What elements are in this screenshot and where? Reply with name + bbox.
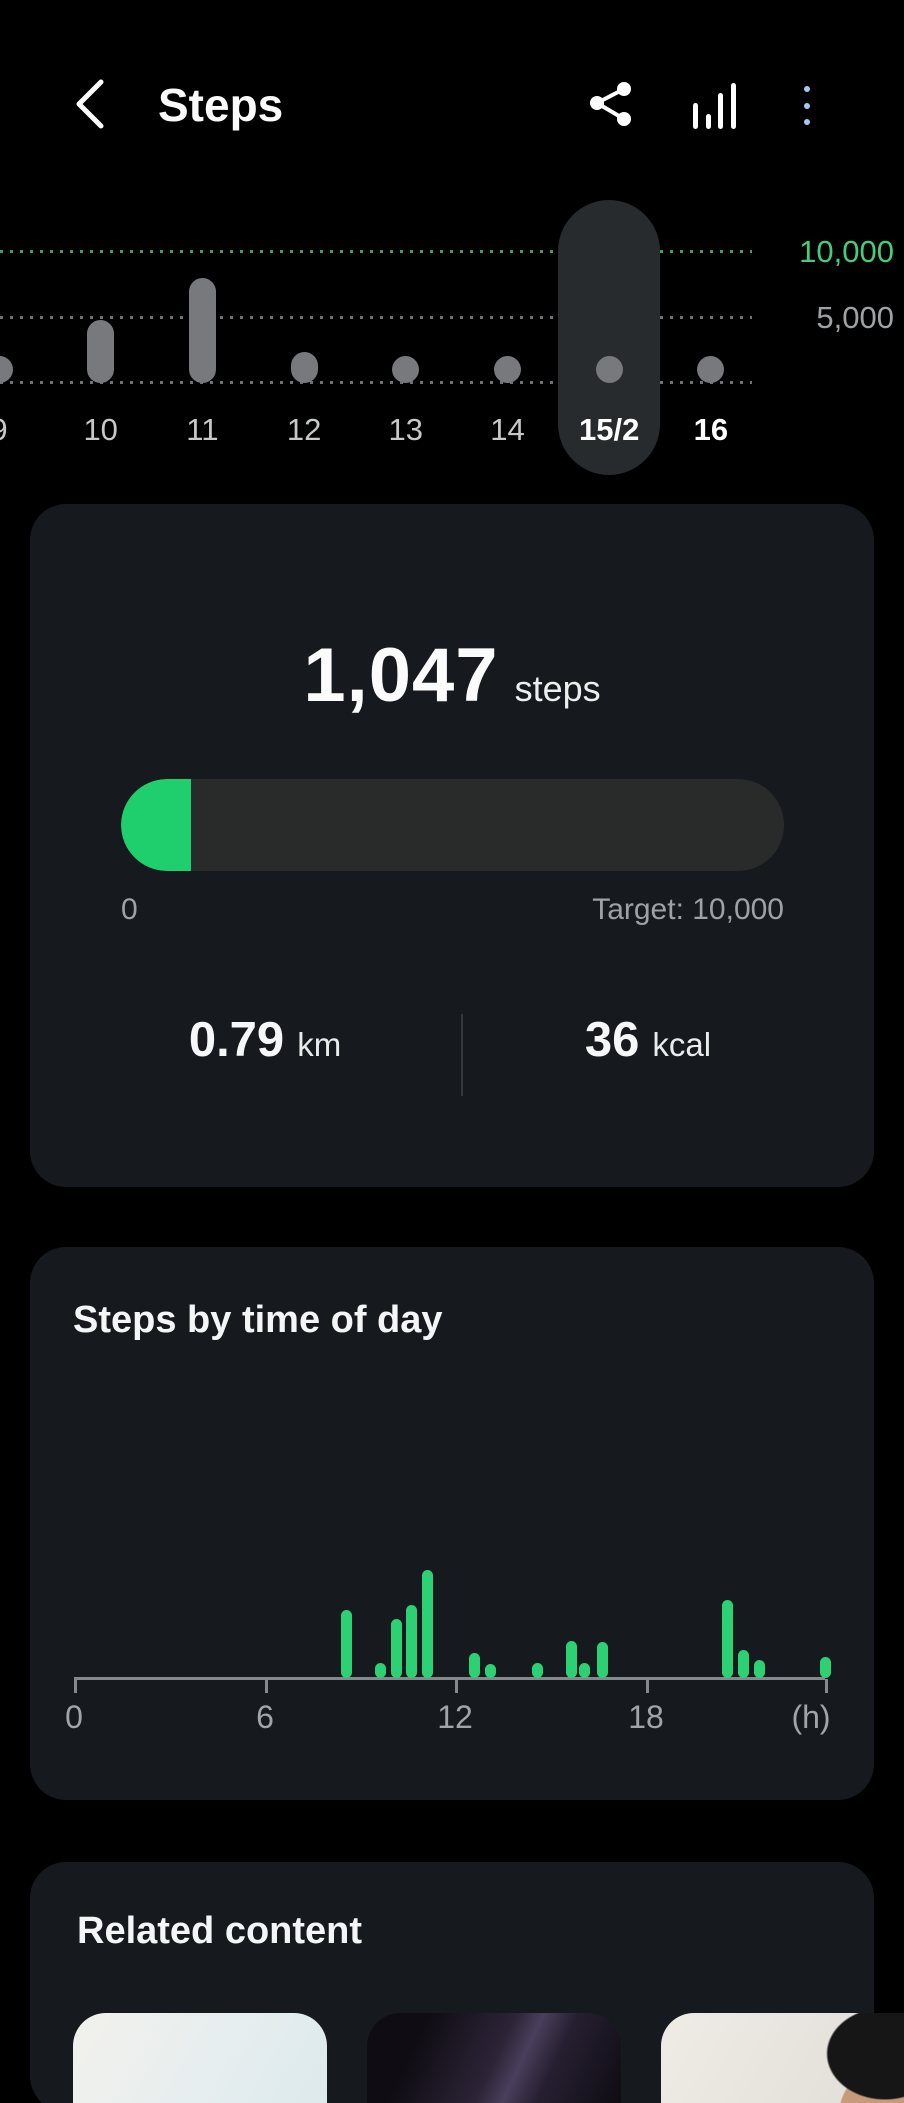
axis-tick [646,1679,649,1693]
hourly-bar [390,1618,402,1678]
hourly-bar [597,1642,609,1678]
gridline-5000 [0,316,752,319]
day-label: 10 [83,412,118,447]
gridline-baseline [0,381,752,384]
x-tick-label: 18 [628,1699,664,1735]
hourly-bar [531,1662,543,1678]
hourly-bar [738,1649,750,1678]
day-bar [392,356,420,383]
more-menu-button[interactable] [784,74,830,134]
day-bar [290,351,318,383]
day-selector-chart[interactable]: 9 10 11 12 13 14 15/2 16 [0,150,904,480]
pale-sky-texture-thumbnail[interactable] [73,2013,327,2103]
calories-value: 36 [584,1013,640,1067]
hourly-chart-title: Steps by time of day [73,1299,443,1341]
day-column-10[interactable]: 10 [50,150,152,480]
day-column-9[interactable]: 9 [0,150,50,480]
share-button[interactable] [578,74,640,134]
day-label: 11 [186,412,219,447]
x-unit-label: (h) [791,1699,831,1735]
hourly-bar [578,1662,590,1678]
steps-progress-fill [121,779,191,871]
steps-value: 1,047 [303,633,499,718]
steps-unit-label: steps [514,668,601,709]
day-bar [87,320,115,383]
calories-unit: kcal [652,1026,712,1063]
selected-day-pill [558,200,661,475]
axis-tick [74,1679,77,1693]
day-bar [697,356,725,383]
hourly-bar [753,1659,765,1678]
day-label: 15/2 [579,412,640,447]
day-label: 14 [490,412,525,447]
man-in-beanie-portrait-thumbnail[interactable] [661,2013,904,2103]
stat-divider [461,1014,463,1096]
related-content-title: Related content [77,1910,363,1952]
back-button[interactable] [64,74,124,134]
day-bar [595,356,623,383]
day-bar [188,278,216,383]
y-axis-label-mid: 5,000 [816,300,894,335]
day-label: 13 [388,412,424,447]
day-column-16[interactable]: 16 [660,150,762,480]
distance-stat: 0.79 km [115,1012,415,1098]
x-tick-label: 12 [437,1699,473,1735]
day-column-11[interactable]: 11 [151,150,253,480]
related-content-card: Related content [30,1862,904,2103]
night-sky-stars-thumbnail[interactable] [367,2013,621,2103]
hourly-bar [375,1662,387,1678]
hourly-bar [406,1604,418,1678]
y-axis-label-goal: 10,000 [799,234,894,269]
distance-value: 0.79 [188,1013,285,1067]
axis-tick [455,1679,458,1693]
hourly-bar [566,1641,578,1678]
hourly-bar [722,1600,734,1678]
day-column-13[interactable]: 13 [355,150,457,480]
day-label: 12 [286,412,322,447]
progress-min-label: 0 [121,893,138,926]
day-bar [494,356,521,383]
progress-labels-row: 0 Target: 10,000 [121,893,784,927]
axis-tick [265,1679,268,1693]
hourly-bar [469,1653,481,1678]
daily-summary-card: 1,047 steps 0 Target: 10,000 0.79 km 36 … [30,504,874,1187]
hourly-x-axis [74,1677,825,1680]
share-icon [578,82,640,137]
calories-stat: 36 kcal [498,1012,798,1098]
chevron-left-icon [64,79,124,137]
hourly-bar [819,1657,831,1678]
day-column-14[interactable]: 14 [457,150,559,480]
hourly-bar [340,1609,352,1678]
steps-count-row: 1,047 steps [30,632,874,719]
goal-gridline-10000 [0,250,752,253]
day-column-15-2[interactable]: 15/2 [558,150,661,480]
x-tick-label: 6 [256,1699,274,1735]
page-title: Steps [158,79,284,131]
axis-tick [825,1679,828,1693]
day-column-12[interactable]: 12 [253,150,355,480]
progress-target-label: Target: 10,000 [592,893,784,926]
trends-button[interactable] [683,74,745,134]
x-tick-label: 0 [65,1699,83,1735]
day-bar [0,356,13,383]
day-label: 9 [0,412,50,448]
day-label: 16 [693,412,729,447]
hourly-bar [422,1570,434,1678]
hourly-bar [484,1663,496,1678]
bar-chart-icon [693,83,736,129]
steps-by-time-card: Steps by time of day 0 6 12 18 (h) [30,1247,874,1800]
steps-progress-bar [121,779,784,871]
distance-unit: km [297,1026,342,1063]
